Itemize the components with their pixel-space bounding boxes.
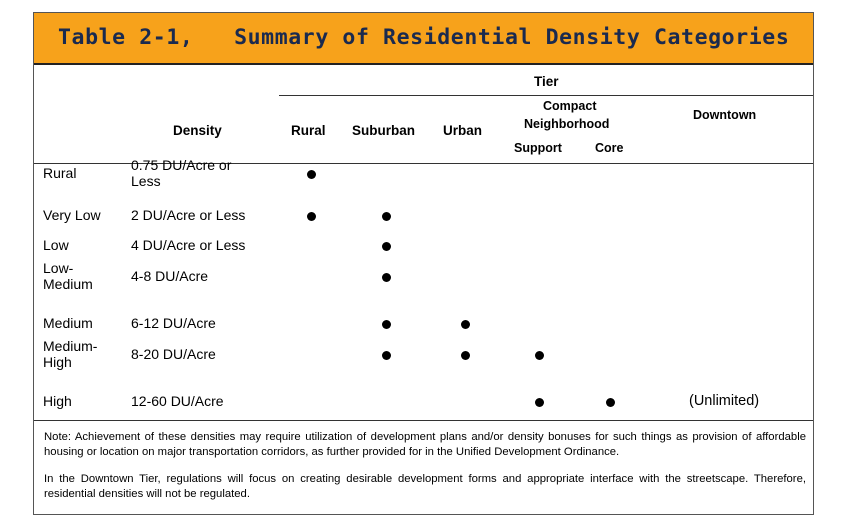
header-urban: Urban: [443, 123, 483, 138]
tier-dot-urban: [460, 319, 470, 329]
tier-dot-support: [534, 350, 544, 360]
row-density: 0.75 DU/Acre or Less: [131, 157, 232, 189]
note-paragraph: Note: Achievement of these densities may…: [44, 431, 806, 458]
tier-dot-suburban: [381, 350, 391, 360]
tier-dot-suburban: [381, 211, 391, 221]
row-category: Medium: [43, 315, 93, 331]
tier-dot-suburban: [381, 241, 391, 251]
tier-dot-rural: [306, 169, 316, 179]
tier-dot-urban: [460, 350, 470, 360]
header-density: Density: [173, 123, 222, 138]
tier-divider: [279, 95, 813, 96]
header-divider: [34, 163, 813, 164]
header-suburban: Suburban: [352, 123, 415, 138]
row-category: Low: [43, 237, 69, 253]
row-category: Very Low: [43, 207, 101, 223]
header-compact-line2: Neighborhood: [524, 117, 610, 131]
header-rural: Rural: [291, 123, 326, 138]
row-category: Low- Medium: [43, 260, 93, 292]
header-support: Support: [514, 141, 562, 155]
table-frame: [33, 12, 814, 515]
row-density: 12-60 DU/Acre: [131, 393, 224, 409]
tier-dot-suburban: [381, 272, 391, 282]
row-density: 8-20 DU/Acre: [131, 346, 216, 362]
row-density: 4 DU/Acre or Less: [131, 237, 246, 253]
note-paragraph: In the Downtown Tier, regulations will f…: [44, 473, 806, 500]
table-title: Table 2-1, Summary of Residential Densit…: [58, 25, 790, 50]
title-bar: [34, 13, 813, 63]
header-compact-line1: Compact: [543, 99, 597, 113]
tier-dot-suburban: [381, 319, 391, 329]
header-tier: Tier: [534, 74, 559, 89]
row-density: 2 DU/Acre or Less: [131, 207, 246, 223]
tier-dot-rural: [306, 211, 316, 221]
row-category: Rural: [43, 165, 77, 181]
row-density: 6-12 DU/Acre: [131, 315, 216, 331]
notes-divider: [34, 420, 813, 421]
row-downtown-value: (Unlimited): [689, 393, 760, 409]
tier-dot-core: [605, 397, 615, 407]
header-core: Core: [595, 141, 624, 155]
tier-dot-support: [534, 397, 544, 407]
row-category: Medium- High: [43, 338, 98, 370]
header-downtown: Downtown: [693, 108, 757, 122]
row-category: High: [43, 393, 72, 409]
title-underline: [34, 63, 813, 65]
row-density: 4-8 DU/Acre: [131, 268, 209, 284]
